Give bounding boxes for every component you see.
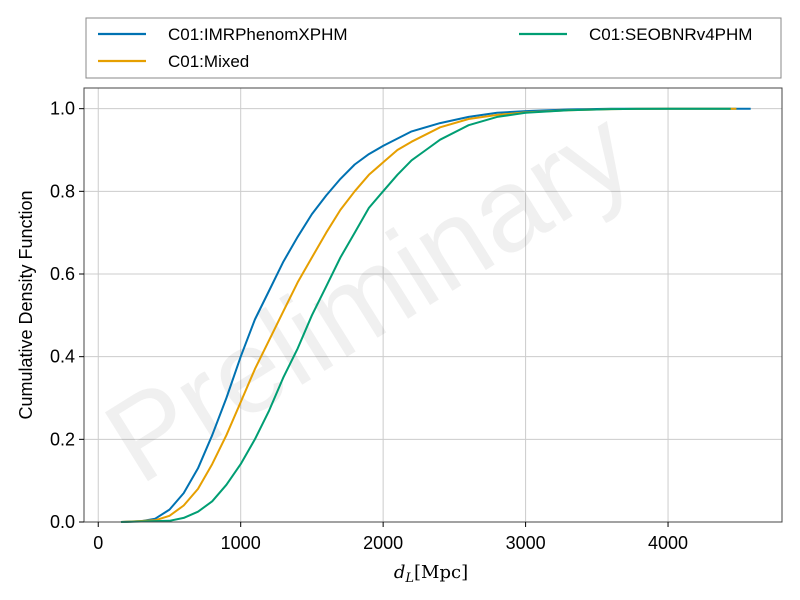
watermark-text: Preliminary	[84, 84, 654, 509]
axis-ticks: 0 1000 2000 3000 4000 0.0 0.2 0.4 0.6 0.8 1.0	[50, 99, 688, 553]
y-tick-label: 0.0	[50, 512, 75, 532]
x-tick-label: 2000	[363, 533, 403, 553]
y-axis-label: Cumulative Density Function	[16, 190, 36, 419]
legend-label-imrphenomxphm: C01:IMRPhenomXPHM	[168, 25, 348, 44]
y-tick-label: 1.0	[50, 99, 75, 119]
y-tick-label: 0.4	[50, 347, 75, 367]
series-line-seobnrv4phm	[120, 107, 731, 523]
legend: C01:IMRPhenomXPHM C01:Mixed C01:SEOBNRv4…	[85, 17, 782, 79]
x-axis-label: dL[Mpc]	[394, 562, 468, 586]
legend-label-seobnrv4phm: C01:SEOBNRv4PHM	[589, 25, 752, 44]
x-tick-label: 0	[93, 533, 103, 553]
x-tick-label: 1000	[221, 533, 261, 553]
legend-frame	[85, 17, 782, 79]
plot-frame	[83, 87, 783, 523]
x-tick-label: 3000	[506, 533, 546, 553]
y-tick-label: 0.6	[50, 264, 75, 284]
plot-area: Preliminary 0 1000 2000 3000 4000 0.0 0.2 0.4 0.…	[50, 84, 783, 553]
x-tick-label: 4000	[648, 533, 688, 553]
legend-label-mixed: C01:Mixed	[168, 52, 249, 71]
series-line-imrphenomxphm	[120, 107, 751, 523]
y-tick-label: 0.2	[50, 429, 75, 449]
y-tick-label: 0.8	[50, 181, 75, 201]
series-lines	[120, 107, 751, 523]
